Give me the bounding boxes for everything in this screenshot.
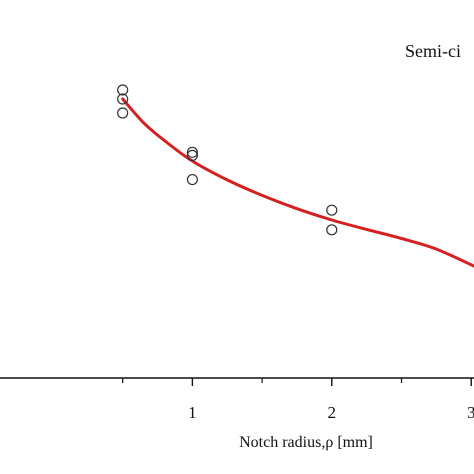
data-point <box>326 224 338 236</box>
data-point <box>186 146 198 158</box>
data-point <box>117 93 129 105</box>
data-point <box>186 173 198 186</box>
data-point <box>117 107 129 119</box>
points-layer <box>117 84 338 236</box>
x-tick-label: 1 <box>188 403 197 422</box>
data-point <box>186 149 198 161</box>
x-axis-label: Notch radius,ρ [mm] <box>239 434 373 451</box>
x-tick-label: 3 <box>467 403 474 422</box>
curve-layer <box>121 97 474 268</box>
data-point <box>117 84 129 96</box>
annotation-label: Semi-ci <box>405 41 461 61</box>
fit-curve-line <box>121 97 474 268</box>
axes-layer: 1 2 3 <box>0 377 474 422</box>
x-tick-label: 2 <box>328 403 337 422</box>
data-point <box>326 204 338 216</box>
